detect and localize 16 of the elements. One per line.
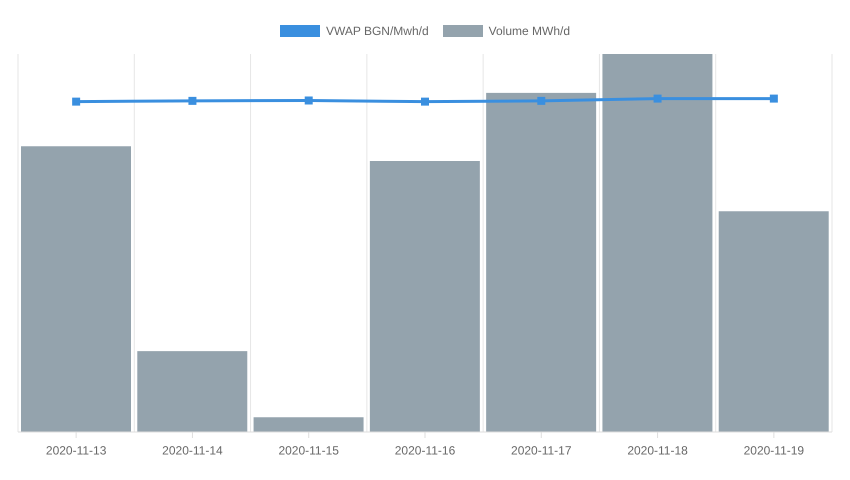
x-tick-label: 2020-11-19 (744, 444, 804, 458)
x-tick-label: 2020-11-16 (394, 444, 456, 458)
x-tick-label: 2020-11-15 (278, 444, 340, 458)
legend-label: VWAP BGN/Mwh/d (324, 24, 429, 38)
bar (602, 54, 712, 432)
x-tick-label: 2020-11-18 (627, 444, 688, 458)
bar (254, 417, 364, 432)
bar (21, 146, 131, 432)
x-tick-label: 2020-11-17 (511, 444, 572, 458)
x-tick-label: 2020-11-14 (162, 444, 223, 458)
x-tick-label: 2020-11-13 (46, 444, 107, 458)
bar (137, 351, 248, 432)
bar (718, 211, 829, 432)
legend-label: Volume MWh/d (488, 24, 570, 38)
bar (486, 92, 596, 432)
bar (370, 160, 480, 432)
